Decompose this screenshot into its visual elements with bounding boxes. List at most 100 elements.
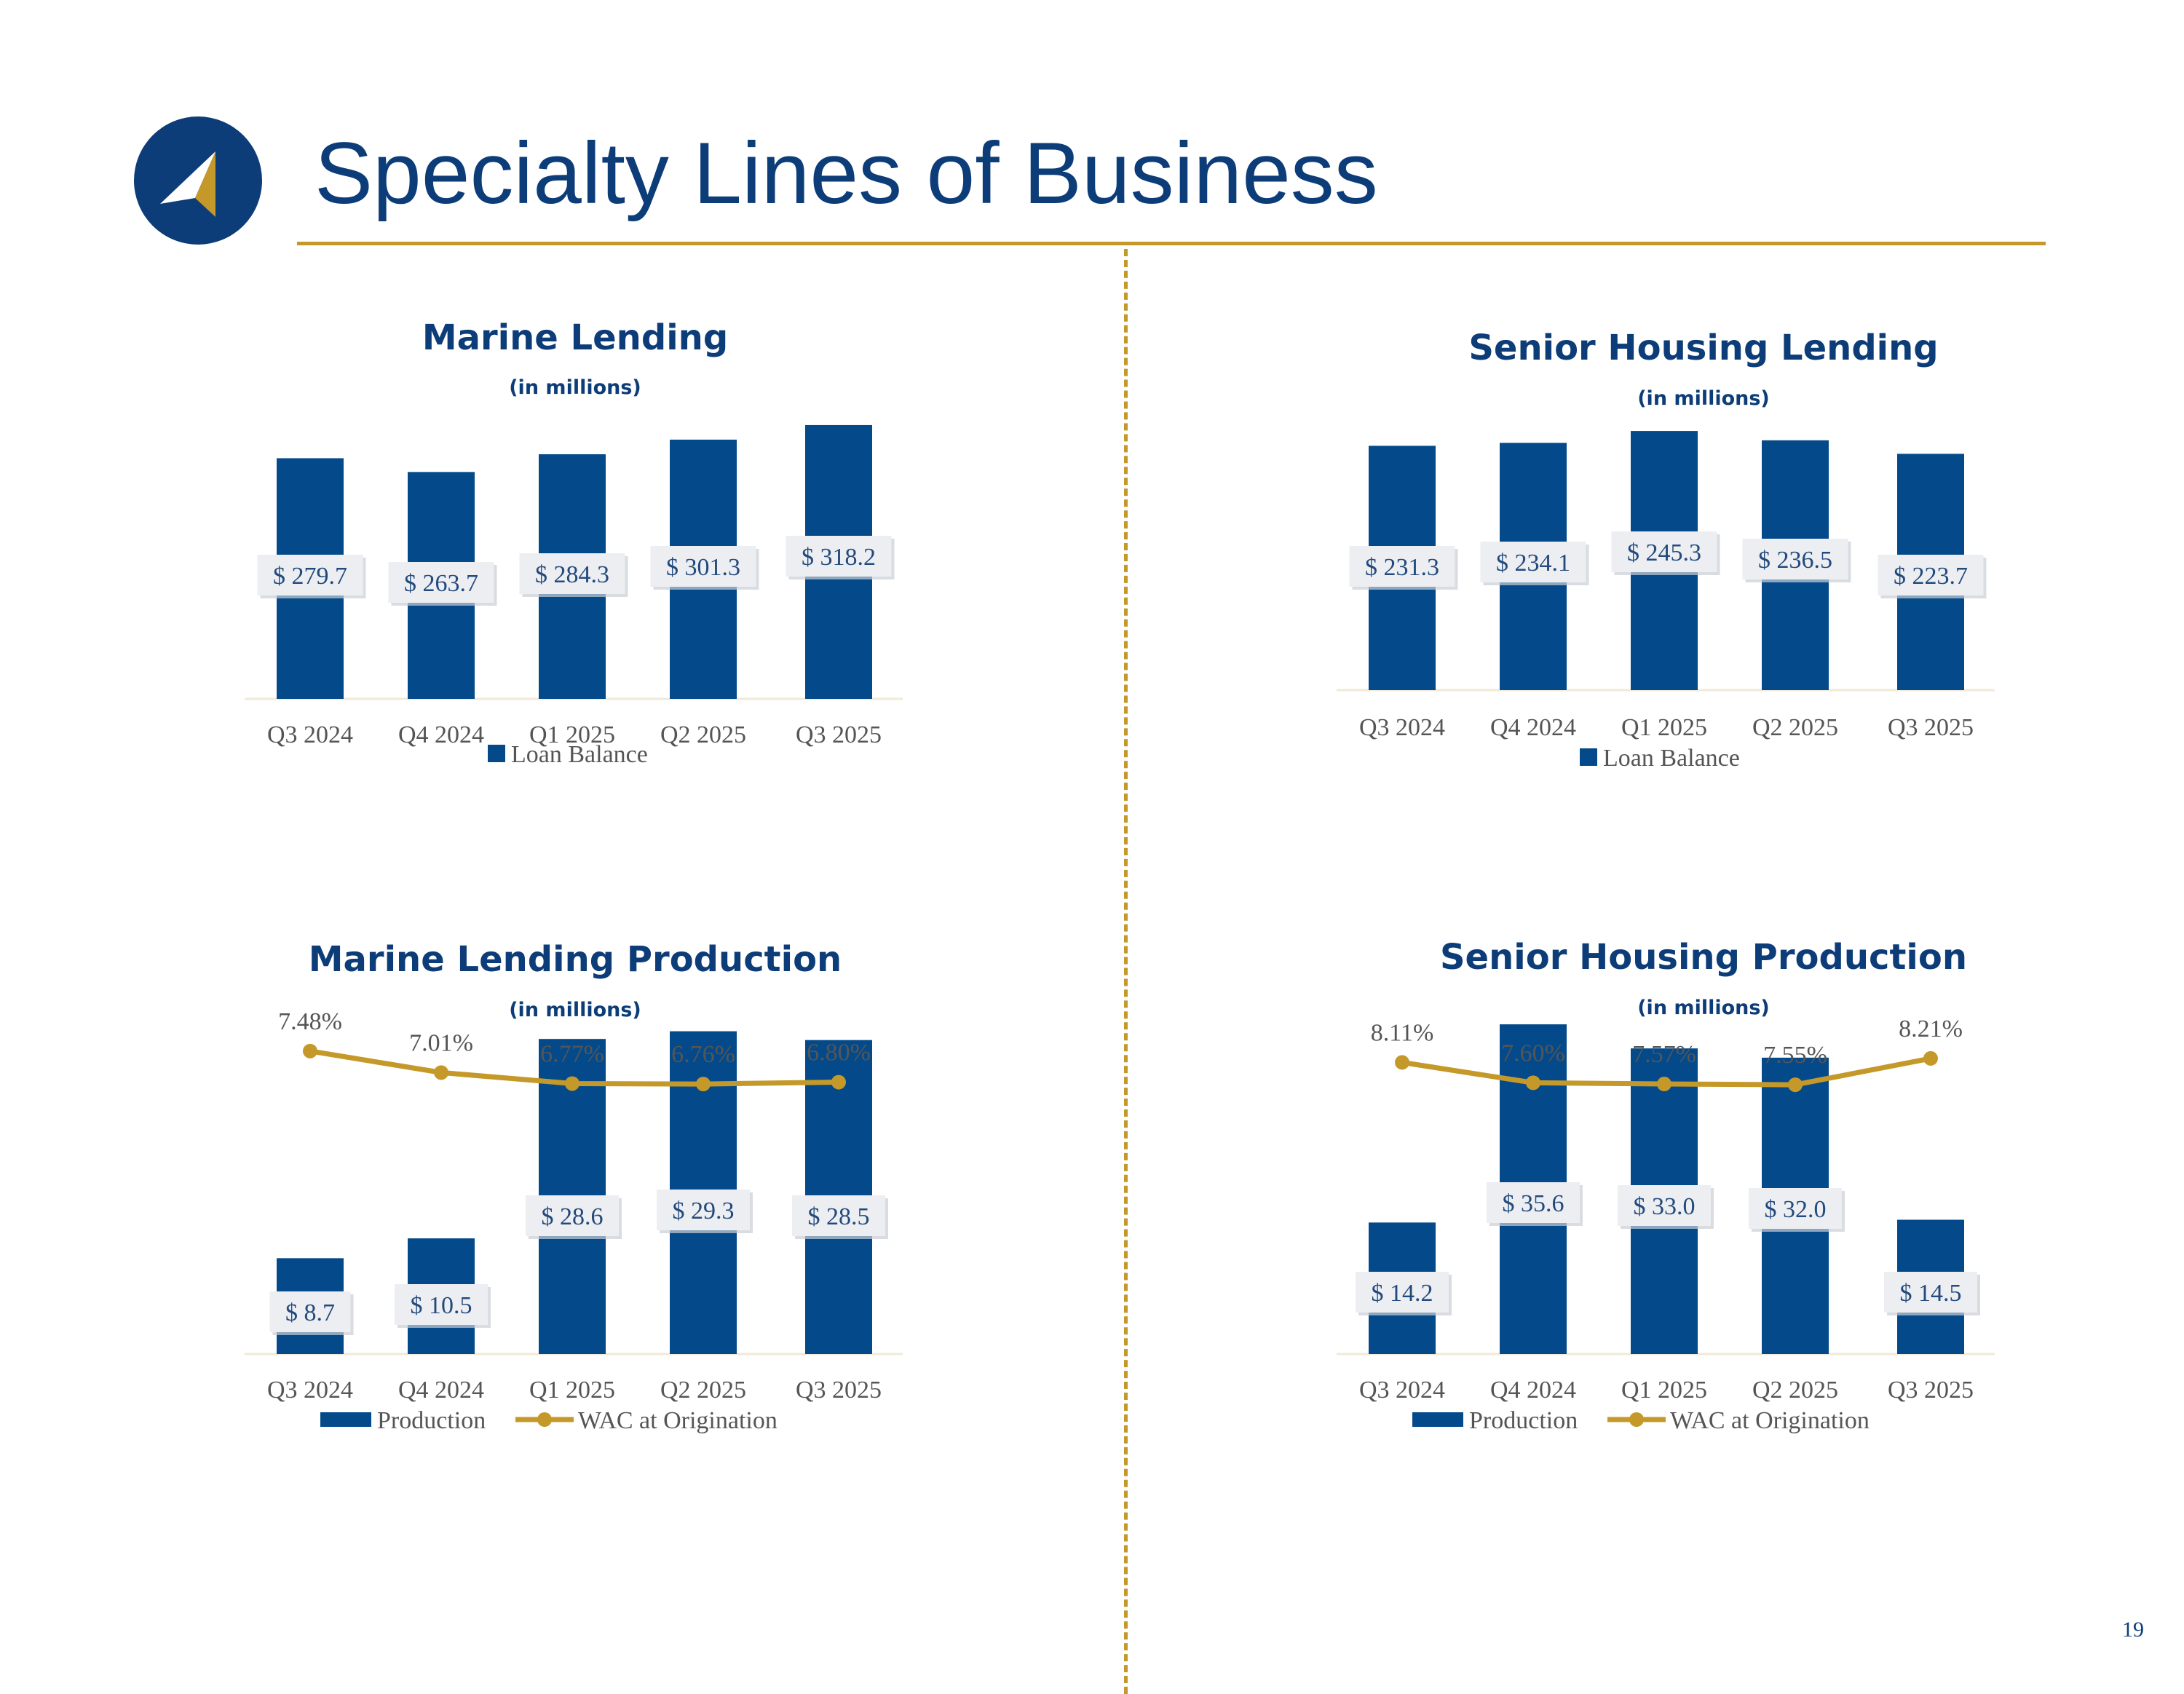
bar-label-box-1	[269, 1291, 351, 1332]
legend-label-loan-balance: Loan Balance	[1603, 745, 1740, 772]
bar-value-label-4: $ 29.3	[673, 1198, 735, 1224]
bar-value-label-4: $ 32.0	[1765, 1196, 1827, 1223]
bar-value-label-4: $ 301.3	[666, 554, 740, 581]
legend-swatch-wac-marker	[1629, 1412, 1644, 1427]
bar-value-label-1: $ 279.7	[273, 563, 347, 590]
category-label-4: Q2 2025	[1752, 1377, 1838, 1404]
wac-label-4: 7.55%	[1763, 1042, 1827, 1069]
bar-label-box-3	[1611, 531, 1717, 572]
wac-marker-5	[1923, 1050, 1938, 1066]
legend-label-loan-balance: Loan Balance	[511, 741, 648, 768]
wac-marker-4	[1788, 1077, 1803, 1093]
bar-label-box-2	[395, 1284, 488, 1325]
bar-value-label-1: $ 231.3	[1365, 554, 1439, 581]
chart-title-senior-housing-lending: Senior Housing Lending	[1468, 328, 1939, 368]
chart-senior-housing-production: $ 14.2 $ 35.6 $ 33.0 $ 32.0 $ 14.5 8.11% 7.60%…	[1337, 1016, 1995, 1434]
bar-label-box-5	[1878, 555, 1984, 595]
chart-title-senior-housing-production: Senior Housing Production	[1439, 937, 1968, 978]
bar-value-label-2: $ 10.5	[411, 1292, 472, 1319]
bar-label-box-2	[388, 562, 494, 603]
wac-label-2: 7.01%	[409, 1029, 473, 1056]
wac-marker-2	[434, 1065, 448, 1080]
legend-swatch-production	[1412, 1412, 1463, 1427]
wac-marker-1	[1395, 1055, 1409, 1070]
wac-marker-1	[303, 1043, 317, 1058]
wac-label-4: 6.76%	[671, 1041, 735, 1068]
chart-marine-lending-production: $ 8.7 $ 10.5 $ 28.6 $ 29.3 $ 28.5 7.48% 7.01% 6…	[245, 1008, 903, 1434]
chart-subtitle-marine-lending: (in millions)	[509, 376, 641, 399]
wac-marker-5	[831, 1074, 846, 1090]
chart-subtitle-senior-housing-lending: (in millions)	[1637, 387, 1770, 410]
bar-label-box-5	[786, 536, 892, 577]
legend-swatch-loan-balance	[488, 745, 505, 762]
bar-value-label-2: $ 263.7	[404, 570, 478, 597]
wac-label-5: 6.80%	[807, 1040, 871, 1066]
bar-label-box-4	[657, 1190, 750, 1230]
wac-label-3: 7.57%	[1632, 1041, 1696, 1068]
bar-value-label-5: $ 28.5	[808, 1203, 870, 1230]
legend-label-production: Production	[1469, 1407, 1578, 1434]
bar-label-box-3	[519, 553, 625, 594]
category-label-5: Q3 2025	[1888, 1377, 1974, 1404]
wac-marker-4	[696, 1077, 711, 1092]
bar-value-label-3: $ 245.3	[1627, 539, 1701, 566]
chart-subtitle-senior-housing-production: (in millions)	[1637, 997, 1770, 1019]
wac-marker-3	[1657, 1077, 1671, 1092]
bar-label-box-1	[1356, 1272, 1449, 1313]
wac-label-3: 6.77%	[540, 1040, 604, 1067]
legend-label-production: Production	[377, 1407, 486, 1434]
wac-label-2: 7.60%	[1501, 1040, 1565, 1066]
category-label-3: Q1 2025	[1621, 714, 1707, 741]
legend-swatch-production	[320, 1412, 371, 1427]
chart-marine-lending: $ 279.7 $ 263.7 $ 284.3 $ 301.3 $ 318.2 Q3 20…	[245, 424, 903, 768]
category-label-1: Q3 2024	[267, 721, 353, 748]
bar-value-label-3: $ 284.3	[535, 561, 609, 588]
category-label-2: Q4 2024	[1490, 1377, 1576, 1404]
bar-label-box-2	[1480, 542, 1586, 582]
wac-label-1: 7.48%	[278, 1008, 342, 1035]
bar-value-label-2: $ 35.6	[1503, 1190, 1564, 1217]
bar-label-box-3	[1618, 1185, 1711, 1226]
chart-title-marine-lending: Marine Lending	[422, 317, 729, 358]
bar-value-label-2: $ 234.1	[1496, 550, 1570, 577]
bar-value-label-1: $ 8.7	[285, 1299, 335, 1326]
category-label-1: Q3 2024	[267, 1377, 353, 1404]
bar-value-label-4: $ 236.5	[1758, 547, 1832, 574]
wac-label-5: 8.21%	[1899, 1016, 1963, 1042]
bar-value-label-5: $ 318.2	[802, 544, 876, 571]
category-label-1: Q3 2024	[1359, 1377, 1445, 1404]
wac-marker-2	[1526, 1075, 1540, 1091]
chart-senior-housing-lending: $ 231.3 $ 234.1 $ 245.3 $ 236.5 $ 223.7 Q3 20…	[1337, 431, 1995, 772]
category-label-1: Q3 2024	[1359, 714, 1445, 741]
category-label-4: Q2 2025	[1752, 714, 1838, 741]
logo	[134, 116, 262, 245]
category-label-2: Q4 2024	[1490, 714, 1576, 741]
chart-title-marine-lending-production: Marine Lending Production	[308, 939, 842, 980]
wac-label-1: 8.11%	[1371, 1019, 1434, 1046]
bar-label-box-4	[650, 546, 756, 587]
legend-swatch-loan-balance	[1580, 748, 1597, 766]
compass-arrow-icon	[160, 151, 215, 217]
legend-label-wac: WAC at Origination	[578, 1407, 778, 1434]
category-label-4: Q2 2025	[660, 1377, 746, 1404]
bar-label-box-5	[1884, 1272, 1977, 1313]
title-underline	[297, 242, 2046, 245]
category-label-4: Q2 2025	[660, 721, 746, 748]
page-title: Specialty Lines of Business	[314, 124, 1378, 222]
bar-label-box-5	[792, 1195, 885, 1236]
category-label-5: Q3 2025	[1888, 714, 1974, 741]
category-label-2: Q4 2024	[398, 1377, 484, 1404]
category-label-5: Q3 2025	[796, 721, 882, 748]
chart-subtitle-marine-lending-production: (in millions)	[509, 999, 641, 1021]
category-label-3: Q1 2025	[1621, 1377, 1707, 1404]
bar-label-box-1	[1349, 546, 1455, 587]
center-divider	[1124, 249, 1128, 1694]
bar-label-box-1	[257, 555, 363, 595]
category-label-5: Q3 2025	[796, 1377, 882, 1404]
legend-label-wac: WAC at Origination	[1670, 1407, 1870, 1434]
category-label-3: Q1 2025	[529, 721, 615, 748]
category-label-3: Q1 2025	[529, 1377, 615, 1404]
bar-value-label-5: $ 223.7	[1894, 563, 1968, 590]
bar-label-box-4	[1749, 1188, 1842, 1229]
